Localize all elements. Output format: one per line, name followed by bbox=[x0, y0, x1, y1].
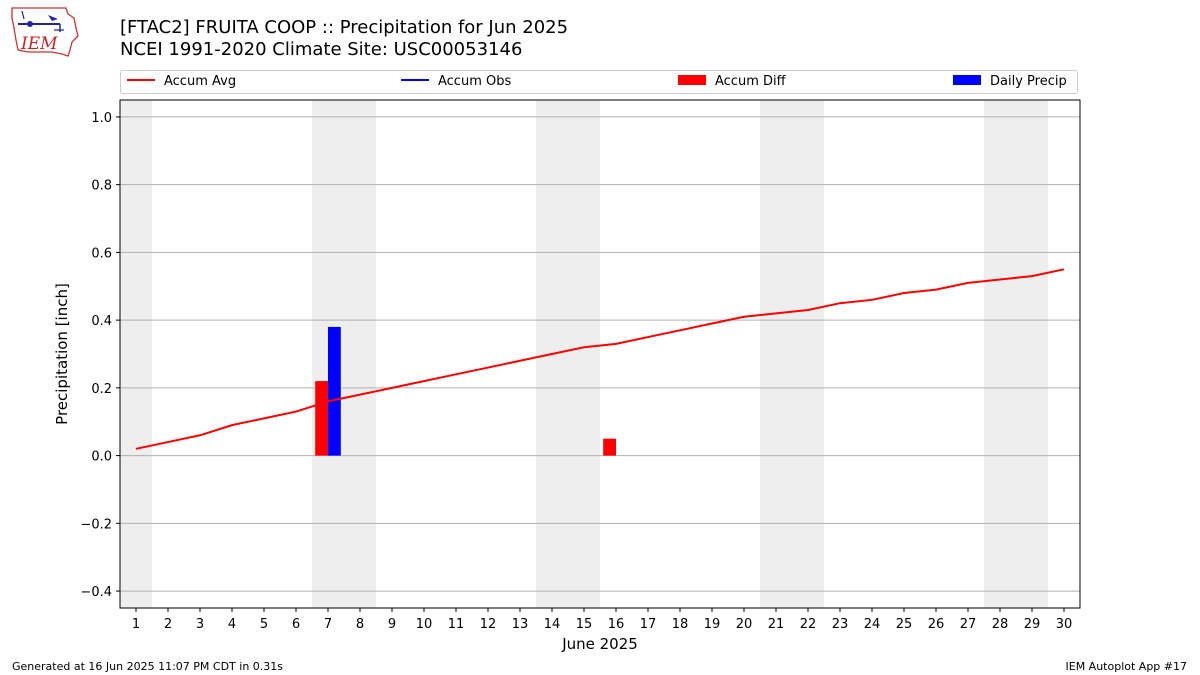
x-axis-label: June 2025 bbox=[561, 635, 638, 653]
legend-swatch-daily-precip bbox=[953, 74, 981, 85]
x-tick-label: 5 bbox=[260, 617, 268, 632]
app-note: IEM Autoplot App #17 bbox=[1065, 660, 1188, 673]
x-tick-label: 14 bbox=[544, 617, 561, 632]
legend-item-accum-obs: Accum Obs bbox=[401, 75, 511, 89]
x-tick-label: 7 bbox=[324, 617, 332, 632]
x-tick-label: 29 bbox=[1024, 617, 1041, 632]
x-tick-label: 27 bbox=[960, 617, 977, 632]
bars bbox=[315, 326, 616, 456]
x-tick-label: 1 bbox=[132, 617, 140, 632]
x-tick-label: 6 bbox=[292, 617, 300, 632]
x-axis-ticks: 1 2 3 4 5 6 7 8 9 10 11 12 13 14 15 16 17 18 19 20 21 22 23 24 2… bbox=[132, 608, 1072, 632]
x-tick-label: 11 bbox=[448, 617, 465, 632]
x-tick-label: 28 bbox=[992, 617, 1009, 632]
legend-label-accum-diff: Accum Diff bbox=[715, 74, 786, 89]
weekend-shading bbox=[120, 100, 1048, 608]
weekend-shade-2 bbox=[536, 100, 600, 608]
plot-frame bbox=[119, 99, 1081, 609]
y-axis-ticks: −0.4 −0.2 0.0 0.2 0.4 0.6 0.8 1.0 bbox=[80, 111, 120, 600]
y-tick-label: 0.2 bbox=[91, 382, 112, 397]
x-tick-label: 30 bbox=[1056, 617, 1073, 632]
x-tick-label: 12 bbox=[480, 617, 497, 632]
y-tick-label: 1.0 bbox=[91, 111, 112, 126]
x-tick-label: 8 bbox=[356, 617, 364, 632]
y-tick-label: 0.6 bbox=[91, 246, 112, 261]
iem-logo: IEM bbox=[11, 7, 79, 57]
weekend-shade-4 bbox=[984, 100, 1048, 608]
bar-accum-diff-day-7 bbox=[315, 381, 328, 456]
x-tick-label: 4 bbox=[228, 617, 236, 632]
x-tick-label: 21 bbox=[768, 617, 785, 632]
x-tick-label: 16 bbox=[608, 617, 625, 632]
chart-subtitle: NCEI 1991-2020 Climate Site: USC00053146 bbox=[120, 39, 523, 60]
x-tick-label: 17 bbox=[640, 617, 657, 632]
bar-daily-precip-day-7 bbox=[328, 326, 341, 456]
series-lines bbox=[135, 268, 1065, 450]
x-tick-label: 19 bbox=[704, 617, 721, 632]
legend-label-daily-precip: Daily Precip bbox=[990, 74, 1067, 89]
weekend-shade-1 bbox=[312, 100, 376, 608]
y-tick-label: 0.8 bbox=[91, 179, 112, 194]
weekend-shade-3 bbox=[760, 100, 824, 608]
y-tick-label: 0.0 bbox=[91, 450, 112, 465]
y-axis-label: Precipitation [inch] bbox=[53, 283, 71, 425]
y-tick-label: −0.2 bbox=[80, 517, 112, 532]
legend-label-accum-avg: Accum Avg bbox=[164, 74, 237, 89]
legend-item-accum-diff: Accum Diff bbox=[678, 74, 786, 89]
logo-text: IEM bbox=[20, 34, 58, 54]
legend-swatch-accum-diff bbox=[678, 74, 706, 85]
x-tick-label: 22 bbox=[800, 617, 817, 632]
chart-title: [FTAC2] FRUITA COOP :: Precipitation for… bbox=[120, 17, 569, 38]
line-accum-avg bbox=[135, 268, 1065, 450]
legend: Accum Avg Accum Obs Accum Diff Daily Pre… bbox=[120, 70, 1078, 94]
legend-item-accum-avg: Accum Avg bbox=[127, 75, 236, 89]
bar-accum-diff-day-16 bbox=[603, 438, 616, 456]
x-tick-label: 20 bbox=[736, 617, 753, 632]
legend-swatch-accum-obs bbox=[401, 78, 429, 81]
y-tick-label: 0.4 bbox=[91, 314, 112, 329]
x-tick-label: 9 bbox=[388, 617, 396, 632]
x-tick-label: 23 bbox=[832, 617, 849, 632]
legend-item-daily-precip: Daily Precip bbox=[953, 74, 1067, 89]
x-tick-label: 15 bbox=[576, 617, 593, 632]
grid-lines bbox=[120, 116, 1080, 592]
legend-label-accum-obs: Accum Obs bbox=[438, 74, 512, 89]
x-tick-label: 25 bbox=[896, 617, 913, 632]
x-tick-label: 10 bbox=[416, 617, 433, 632]
x-tick-label: 3 bbox=[196, 617, 204, 632]
x-tick-label: 26 bbox=[928, 617, 945, 632]
x-tick-label: 2 bbox=[164, 617, 172, 632]
generated-note: Generated at 16 Jun 2025 11:07 PM CDT in… bbox=[12, 660, 284, 673]
x-tick-label: 13 bbox=[512, 617, 529, 632]
y-tick-label: −0.4 bbox=[80, 585, 112, 600]
legend-swatch-accum-avg bbox=[127, 78, 155, 81]
x-tick-label: 18 bbox=[672, 617, 689, 632]
weekend-shade-0 bbox=[120, 100, 152, 608]
x-tick-label: 24 bbox=[864, 617, 881, 632]
